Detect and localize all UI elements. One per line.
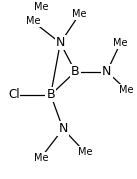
Text: N: N <box>58 122 68 135</box>
Text: N: N <box>102 65 112 78</box>
Text: Me: Me <box>113 38 128 48</box>
Text: Me: Me <box>119 84 133 95</box>
Text: Me: Me <box>78 147 92 157</box>
Text: Me: Me <box>72 9 87 19</box>
Text: Me: Me <box>34 2 48 12</box>
Text: Me: Me <box>26 16 40 26</box>
Text: B: B <box>46 88 55 101</box>
Text: B: B <box>71 65 80 78</box>
Text: Cl: Cl <box>8 88 19 101</box>
Text: N: N <box>56 37 65 49</box>
Text: Me: Me <box>34 153 48 163</box>
